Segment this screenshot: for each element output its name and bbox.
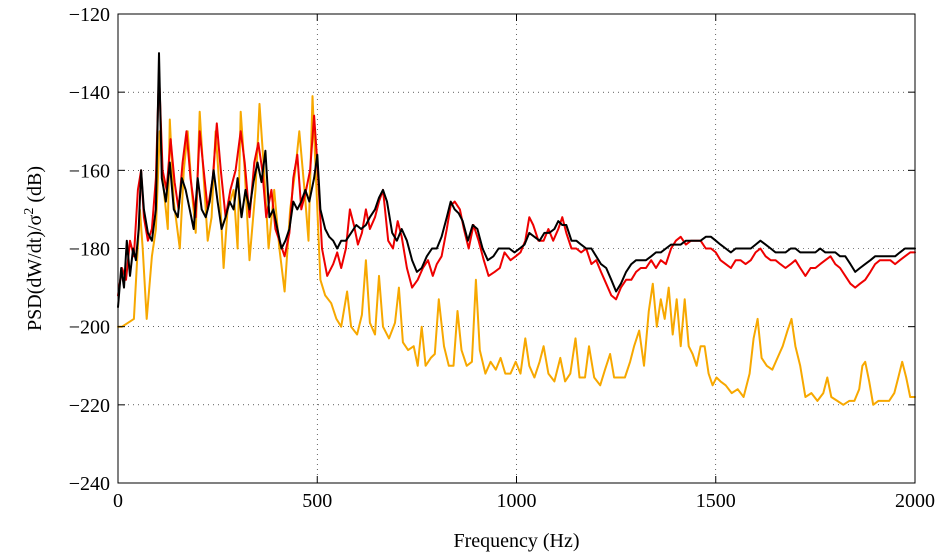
series-lines <box>117 52 916 406</box>
y-axis-label-sup: 2 <box>22 208 37 215</box>
axis-ticks <box>117 13 916 484</box>
x-tick-labels: 0 500 1000 1500 2000 <box>113 490 935 512</box>
y-tick-label: −200 <box>69 317 110 339</box>
y-tick-label: −140 <box>69 82 110 104</box>
y-tick-label: −120 <box>69 4 110 26</box>
y-axis-label: PSD(dW/dt)/σ2 (dB) <box>22 166 46 331</box>
series-black-line <box>117 52 916 309</box>
series-orange-line <box>117 95 916 406</box>
y-tick-label: −160 <box>69 160 110 182</box>
grid <box>118 14 915 483</box>
x-tick-label: 0 <box>113 490 123 512</box>
y-axis-label-tail: (dB) <box>24 166 46 208</box>
y-tick-label: −220 <box>69 395 110 417</box>
x-tick-label: 1500 <box>696 490 736 512</box>
x-axis-label: Frequency (Hz) <box>453 530 579 552</box>
y-axis-label-main: PSD(dW/dt)/σ <box>24 214 46 331</box>
x-tick-label: 1000 <box>497 490 537 512</box>
y-tick-label: −180 <box>69 239 110 261</box>
x-tick-label: 500 <box>302 490 332 512</box>
series-red-line <box>117 71 916 301</box>
y-tick-label: −240 <box>69 473 110 495</box>
x-tick-label: 2000 <box>895 490 935 512</box>
y-tick-labels: −240 −220 −200 −180 −160 −140 −120 <box>69 4 110 495</box>
